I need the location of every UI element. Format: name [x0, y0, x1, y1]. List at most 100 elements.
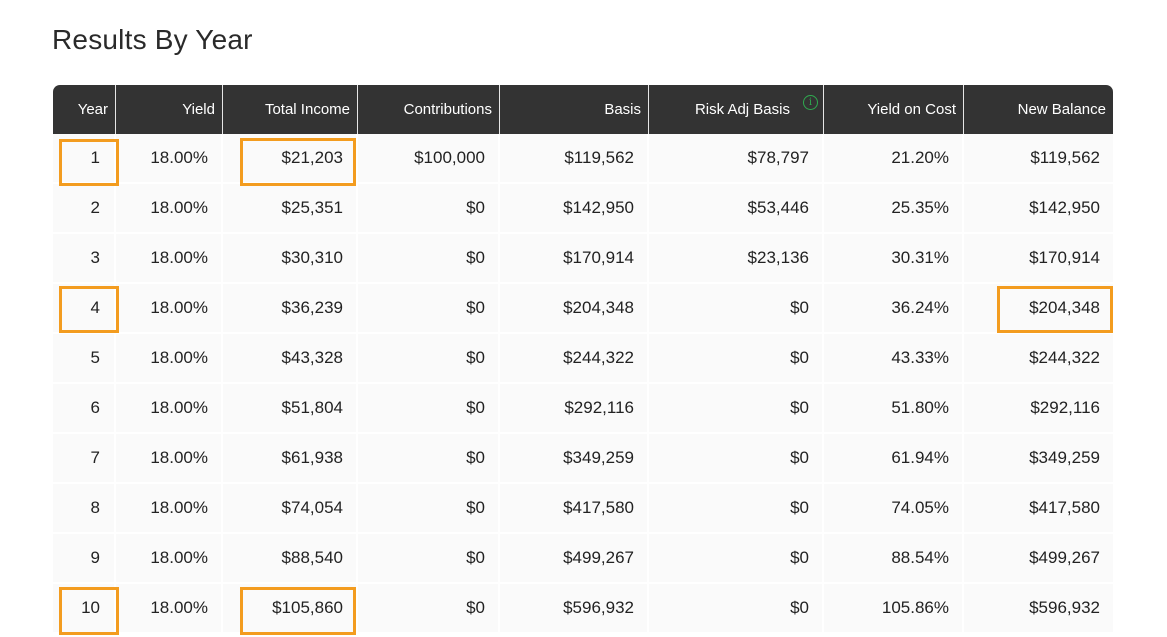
cell-year: 6: [53, 384, 116, 434]
cell-total-income: $61,938: [223, 434, 358, 484]
cell-total-income: $88,540: [223, 534, 358, 584]
cell-new-balance: $204,348: [964, 284, 1113, 334]
cell-year: 10: [53, 584, 116, 634]
cell-yield-on-cost: 74.05%: [824, 484, 964, 534]
cell-new-balance: $292,116: [964, 384, 1113, 434]
cell-new-balance: $417,580: [964, 484, 1113, 534]
info-icon[interactable]: i: [803, 95, 818, 110]
cell-total-income: $51,804: [223, 384, 358, 434]
column-header-risk-adj-basis: Risk Adj Basis i: [649, 85, 824, 134]
cell-yield: 18.00%: [116, 334, 223, 384]
cell-year: 1: [53, 134, 116, 184]
cell-risk-adj-basis: $0: [649, 484, 824, 534]
column-header-risk-adj-basis-label: Risk Adj Basis: [694, 101, 790, 118]
cell-year: 2: [53, 184, 116, 234]
table-row: 3 18.00% $30,310 $0 $170,914 $23,136 30.31% $17…: [53, 234, 1113, 284]
cell-yield-on-cost: 51.80%: [824, 384, 964, 434]
cell-basis: $349,259: [500, 434, 649, 484]
cell-year: 3: [53, 234, 116, 284]
cell-year: 5: [53, 334, 116, 384]
cell-new-balance: $142,950: [964, 184, 1113, 234]
cell-risk-adj-basis: $0: [649, 334, 824, 384]
cell-risk-adj-basis: $0: [649, 284, 824, 334]
cell-new-balance: $170,914: [964, 234, 1113, 284]
cell-risk-adj-basis: $0: [649, 584, 824, 634]
cell-risk-adj-basis: $78,797: [649, 134, 824, 184]
cell-total-income: $30,310: [223, 234, 358, 284]
cell-yield: 18.00%: [116, 484, 223, 534]
cell-contributions: $0: [358, 584, 500, 634]
cell-year: 9: [53, 534, 116, 584]
cell-contributions: $0: [358, 284, 500, 334]
cell-new-balance: $349,259: [964, 434, 1113, 484]
cell-yield-on-cost: 21.20%: [824, 134, 964, 184]
cell-yield: 18.00%: [116, 584, 223, 634]
cell-yield-on-cost: 88.54%: [824, 534, 964, 584]
column-header-yield: Yield: [116, 85, 223, 134]
cell-contributions: $0: [358, 484, 500, 534]
cell-basis: $204,348: [500, 284, 649, 334]
table-row: 10 18.00% $105,860 $0 $596,932 $0 105.86% $596,…: [53, 584, 1113, 634]
cell-yield: 18.00%: [116, 384, 223, 434]
cell-year: 8: [53, 484, 116, 534]
cell-basis: $596,932: [500, 584, 649, 634]
cell-basis: $170,914: [500, 234, 649, 284]
cell-yield: 18.00%: [116, 234, 223, 284]
table-header-row: Year Yield Total Income Contributions Ba…: [53, 85, 1113, 134]
page-title: Results By Year: [52, 24, 253, 55]
cell-yield-on-cost: 105.86%: [824, 584, 964, 634]
column-header-basis: Basis: [500, 85, 649, 134]
cell-yield: 18.00%: [116, 184, 223, 234]
column-header-yield-on-cost: Yield on Cost: [824, 85, 964, 134]
cell-basis: $417,580: [500, 484, 649, 534]
cell-total-income: $36,239: [223, 284, 358, 334]
cell-yield: 18.00%: [116, 434, 223, 484]
cell-basis: $244,322: [500, 334, 649, 384]
cell-total-income: $25,351: [223, 184, 358, 234]
cell-contributions: $100,000: [358, 134, 500, 184]
cell-contributions: $0: [358, 534, 500, 584]
cell-risk-adj-basis: $0: [649, 384, 824, 434]
table-body: 1 18.00% $21,203 $100,000 $119,562 $78,797 21.…: [53, 134, 1113, 634]
cell-contributions: $0: [358, 334, 500, 384]
table-row: 6 18.00% $51,804 $0 $292,116 $0 51.80% $292,116: [53, 384, 1113, 434]
cell-contributions: $0: [358, 434, 500, 484]
results-table: Year Yield Total Income Contributions Ba…: [53, 85, 1113, 634]
column-header-total-income: Total Income: [223, 85, 358, 134]
cell-basis: $499,267: [500, 534, 649, 584]
cell-total-income: $74,054: [223, 484, 358, 534]
cell-new-balance: $499,267: [964, 534, 1113, 584]
table-row: 2 18.00% $25,351 $0 $142,950 $53,446 25.35% $14…: [53, 184, 1113, 234]
table-row: 1 18.00% $21,203 $100,000 $119,562 $78,797 21.…: [53, 134, 1113, 184]
cell-new-balance: $119,562: [964, 134, 1113, 184]
table-row: 7 18.00% $61,938 $0 $349,259 $0 61.94% $349,259: [53, 434, 1113, 484]
cell-contributions: $0: [358, 384, 500, 434]
cell-risk-adj-basis: $0: [649, 534, 824, 584]
cell-year: 7: [53, 434, 116, 484]
cell-yield-on-cost: 25.35%: [824, 184, 964, 234]
cell-risk-adj-basis: $0: [649, 434, 824, 484]
cell-yield: 18.00%: [116, 134, 223, 184]
cell-contributions: $0: [358, 234, 500, 284]
cell-yield: 18.00%: [116, 534, 223, 584]
cell-total-income: $21,203: [223, 134, 358, 184]
cell-total-income: $105,860: [223, 584, 358, 634]
cell-risk-adj-basis: $23,136: [649, 234, 824, 284]
cell-yield-on-cost: 30.31%: [824, 234, 964, 284]
cell-year: 4: [53, 284, 116, 334]
cell-new-balance: $596,932: [964, 584, 1113, 634]
cell-basis: $292,116: [500, 384, 649, 434]
column-header-year: Year: [53, 85, 116, 134]
cell-yield-on-cost: 61.94%: [824, 434, 964, 484]
table-row: 9 18.00% $88,540 $0 $499,267 $0 88.54% $499,267: [53, 534, 1113, 584]
cell-yield: 18.00%: [116, 284, 223, 334]
cell-contributions: $0: [358, 184, 500, 234]
cell-risk-adj-basis: $53,446: [649, 184, 824, 234]
cell-basis: $142,950: [500, 184, 649, 234]
column-header-contributions: Contributions: [358, 85, 500, 134]
table-row: 8 18.00% $74,054 $0 $417,580 $0 74.05% $417,580: [53, 484, 1113, 534]
table-row: 4 18.00% $36,239 $0 $204,348 $0 36.24% $204,348: [53, 284, 1113, 334]
cell-yield-on-cost: 36.24%: [824, 284, 964, 334]
cell-new-balance: $244,322: [964, 334, 1113, 384]
table-row: 5 18.00% $43,328 $0 $244,322 $0 43.33% $244,322: [53, 334, 1113, 384]
